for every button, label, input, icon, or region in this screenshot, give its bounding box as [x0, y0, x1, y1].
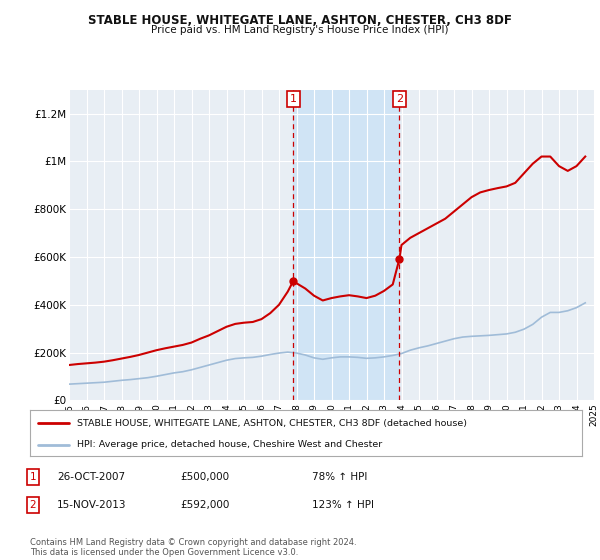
Text: Contains HM Land Registry data © Crown copyright and database right 2024.
This d: Contains HM Land Registry data © Crown c…	[30, 538, 356, 557]
Text: 2: 2	[396, 94, 403, 104]
Text: 123% ↑ HPI: 123% ↑ HPI	[312, 500, 374, 510]
Text: £500,000: £500,000	[180, 472, 229, 482]
Text: 2: 2	[29, 500, 37, 510]
Text: 15-NOV-2013: 15-NOV-2013	[57, 500, 127, 510]
Text: STABLE HOUSE, WHITEGATE LANE, ASHTON, CHESTER, CH3 8DF (detached house): STABLE HOUSE, WHITEGATE LANE, ASHTON, CH…	[77, 419, 467, 428]
Text: £592,000: £592,000	[180, 500, 229, 510]
Text: STABLE HOUSE, WHITEGATE LANE, ASHTON, CHESTER, CH3 8DF: STABLE HOUSE, WHITEGATE LANE, ASHTON, CH…	[88, 14, 512, 27]
Text: HPI: Average price, detached house, Cheshire West and Chester: HPI: Average price, detached house, Ches…	[77, 440, 382, 450]
Text: 1: 1	[29, 472, 37, 482]
Text: 26-OCT-2007: 26-OCT-2007	[57, 472, 125, 482]
Bar	[293, 90, 400, 400]
Text: 1: 1	[290, 94, 297, 104]
Text: 78% ↑ HPI: 78% ↑ HPI	[312, 472, 367, 482]
Text: Price paid vs. HM Land Registry's House Price Index (HPI): Price paid vs. HM Land Registry's House …	[151, 25, 449, 35]
